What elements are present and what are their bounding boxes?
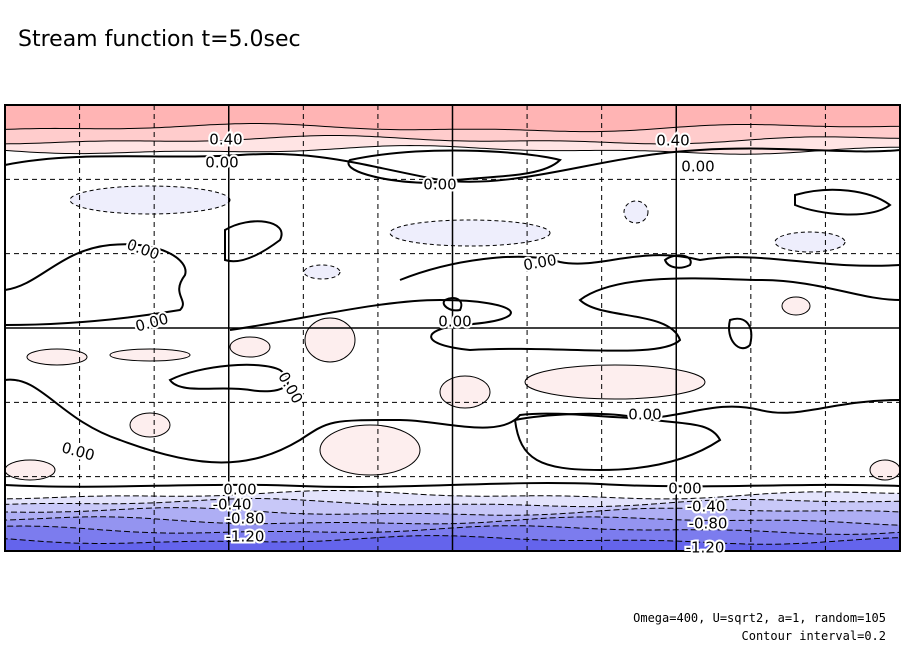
contour-label: 0.00 bbox=[423, 176, 456, 194]
contour-label: 0.40 bbox=[656, 132, 689, 150]
blobs bbox=[4, 185, 901, 481]
contour-label: -0.40 bbox=[687, 498, 726, 516]
chart-title: Stream function t=5.0sec bbox=[18, 27, 301, 52]
contour-label: 0.40 bbox=[209, 131, 242, 149]
contour-labels: 0.40 0.40 0.00 0.00 0.00 0.00 0.00 0.00 0.00 0.00… bbox=[58, 129, 730, 559]
contour-label: 0.00 bbox=[681, 158, 714, 176]
annotation: Contour interval=0.2 bbox=[742, 629, 887, 643]
contour-label: 0.00 bbox=[628, 406, 661, 424]
contour-label: -1.20 bbox=[226, 528, 265, 546]
contour-label: 0.00 bbox=[205, 154, 238, 172]
contour-label: -0.40 bbox=[213, 496, 252, 514]
annotation: Omega=400, U=sqrt2, a=1, random=105 bbox=[633, 611, 886, 625]
contour-label: -0.80 bbox=[226, 510, 265, 528]
contour-label: -0.80 bbox=[689, 515, 728, 533]
contour-label: 0.00 bbox=[438, 313, 471, 331]
contour-label: 0.00 bbox=[133, 310, 170, 336]
contour-label: 0.00 bbox=[124, 235, 162, 263]
contour-label: 0.00 bbox=[60, 439, 97, 465]
plot-frame bbox=[4, 104, 901, 552]
contour-label: -1.20 bbox=[686, 539, 725, 557]
contour-label: 0.00 bbox=[223, 481, 256, 499]
grid bbox=[5, 105, 900, 551]
contour-label: 0.00 bbox=[668, 480, 701, 498]
contour-lines bbox=[4, 147, 901, 488]
contour-label: 0.00 bbox=[274, 369, 306, 407]
contour-label: 0.00 bbox=[522, 251, 558, 275]
